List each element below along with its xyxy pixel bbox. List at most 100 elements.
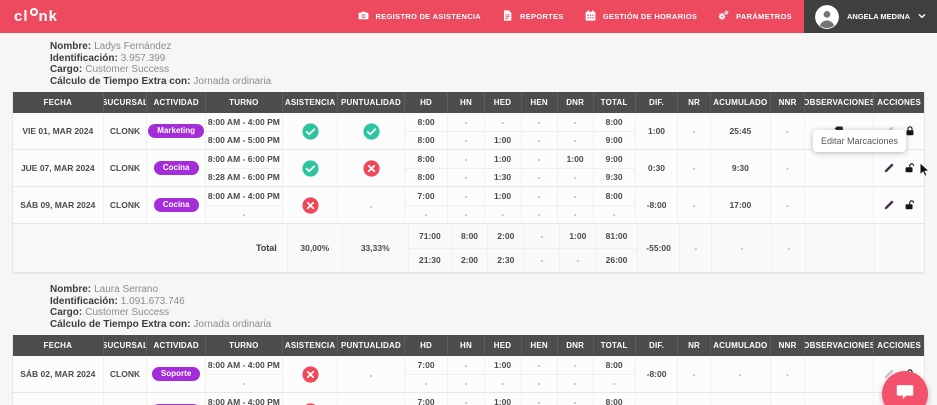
table-header-row: FECHA SUCURSAL ACTIVIDAD TURNO ASISTENCIA PUN…	[13, 92, 924, 113]
cell-asistencia	[283, 356, 339, 392]
cell-acciones	[874, 187, 924, 223]
nav-registro-de-asistencia[interactable]: REGISTRO DE ASISTENCIA	[357, 9, 482, 24]
sub-row-2: -	[593, 373, 635, 393]
cell-dif: 0:30	[636, 150, 679, 186]
cell-total: 8:00 9:00	[593, 113, 636, 149]
nav-parametros[interactable]: PARÁMETROS	[717, 9, 792, 24]
cross-circle-icon	[302, 365, 319, 383]
sub-row-2: -	[521, 373, 557, 393]
sub-row-1: 8:00	[417, 153, 435, 164]
cargo-label: Cargo:	[50, 64, 83, 75]
sub-row-1: 81:00	[605, 230, 628, 241]
sub-row-2: -	[560, 247, 596, 273]
cell-turno: 8:00 AM - 6:00 PM 8:28 AM - 6:00 PM	[205, 150, 283, 186]
cell-hn: --	[448, 356, 485, 392]
column-header-asistencia: ASISTENCIA	[283, 92, 339, 113]
activity-badge: Soporte	[152, 367, 201, 381]
sub-row-1: 8:00 AM - 4:00 PM	[207, 359, 280, 370]
column-header-observaciones: OBSERVACIONES	[805, 335, 875, 356]
lock-closed-icon[interactable]	[904, 125, 916, 137]
cell-hen: --	[521, 356, 558, 393]
total-asistencia: 30,00%	[288, 224, 343, 272]
cell-sucursal: CLONK	[104, 113, 148, 149]
column-header-total: TOTAL	[594, 335, 636, 356]
column-header-dnr: DNR	[558, 92, 594, 113]
nav-label: REGISTRO DE ASISTENCIA	[375, 12, 482, 21]
cell-fecha: SÁB 09, MAR 2024	[13, 187, 104, 223]
sub-row-2: -	[557, 373, 593, 393]
check-circle-icon	[302, 159, 319, 177]
sub-row-1: 8:00 AM - 6:00 PM	[207, 153, 280, 164]
column-header-sucursal: SUCURSAL	[104, 335, 148, 356]
total-nr: -	[680, 224, 713, 272]
cell-dnr: 1:00 -	[557, 150, 594, 186]
column-header-nr: NR	[678, 92, 711, 113]
sub-row-2: -	[448, 204, 484, 224]
sub-row-2: -	[484, 373, 521, 393]
cell-actividad: Marketing	[147, 113, 206, 149]
activity-badge: Marketing	[148, 124, 205, 138]
column-header-nr: NR	[678, 335, 711, 356]
cell-acumulado: 17:00	[711, 187, 772, 223]
attendance-table: FECHA SUCURSAL ACTIVIDAD TURNO ASISTENCIA PUN…	[12, 335, 925, 405]
cell-actividad: Cocina	[147, 150, 206, 186]
sub-row-1: -	[573, 359, 577, 370]
cell-actividad: Soporte	[147, 356, 206, 392]
sub-row-1: -	[537, 116, 541, 127]
sub-row-1: 8:00	[605, 359, 623, 370]
lock-open-icon[interactable]	[904, 199, 916, 211]
cell-fecha: SÁB 02, MAR 2024	[13, 356, 104, 392]
table-row: SÁB 02, MAR 2024 CLONK Soporte 8:00 AM - 4:…	[13, 356, 924, 393]
sub-row-1: -	[573, 396, 577, 405]
cargo-value: Customer Success	[85, 307, 170, 318]
cell-turno: 8:00 AM - 4:00 PM -	[205, 356, 283, 393]
cell-dnr: --	[558, 393, 594, 405]
sub-row-1: 1:00	[494, 153, 512, 164]
chat-button[interactable]	[882, 371, 928, 405]
user-menu[interactable]: ANGELA MEDINA	[803, 0, 937, 33]
total-nnr: -	[772, 224, 807, 272]
column-header-nnr: NNR	[771, 92, 806, 113]
column-header-hd: HD	[405, 335, 449, 356]
cell-actividad: Soporte	[147, 393, 206, 405]
sub-row-2: 8:00	[404, 167, 448, 187]
cell-hn: --	[448, 150, 485, 186]
sub-row-2: -	[448, 130, 484, 150]
cell-puntualidad	[338, 150, 405, 186]
nav-reportes[interactable]: REPORTES	[501, 9, 564, 24]
cell-hed: 1:00 -	[484, 187, 522, 223]
cell-puntualidad: -	[338, 393, 405, 405]
sub-row-2: -	[521, 130, 557, 150]
total-acumulado: -	[712, 224, 773, 272]
sub-row-2: -	[205, 373, 282, 393]
edit-pencil-icon[interactable]	[883, 162, 895, 174]
edit-pencil-icon[interactable]	[883, 368, 895, 380]
column-header-nnr: NNR	[771, 335, 806, 356]
sub-row-1: 7:00	[417, 359, 435, 370]
edit-pencil-icon[interactable]	[883, 199, 895, 211]
cell-observaciones	[805, 150, 875, 186]
sub-row-2: 21:30	[408, 247, 452, 273]
sub-row-1: 1:00	[566, 153, 584, 164]
calculo-label: Cálculo de Tiempo Extra con:	[50, 75, 191, 87]
sub-row-2: -	[521, 204, 557, 224]
cross-circle-icon	[362, 159, 380, 177]
sub-row-1: 1:00	[494, 359, 512, 370]
cell-nnr: -	[771, 113, 806, 149]
total-hed: 2:00 2:30	[487, 224, 525, 272]
cell-dnr: --	[557, 356, 594, 393]
cell-acumulado: 9:30	[711, 150, 772, 186]
cell-sucursal: CLONK	[104, 393, 148, 405]
sub-row-2: 1:00	[484, 130, 521, 150]
sub-row-2: 8:00 AM - 5:00 PM	[205, 130, 282, 150]
lock-open-icon[interactable]	[904, 162, 916, 174]
check-circle-icon	[302, 122, 319, 140]
avatar	[814, 4, 839, 29]
column-header-total: TOTAL	[594, 92, 636, 113]
nav-gestion-de-horarios[interactable]: GESTIÓN DE HORARIOS	[584, 9, 697, 24]
cell-hed: - 1:00	[484, 113, 522, 150]
sub-row-1: 2:00	[497, 230, 515, 241]
sub-row-1: -	[537, 190, 541, 201]
main-nav: REGISTRO DE ASISTENCIA REPORTES GESTIÓN …	[357, 9, 792, 24]
